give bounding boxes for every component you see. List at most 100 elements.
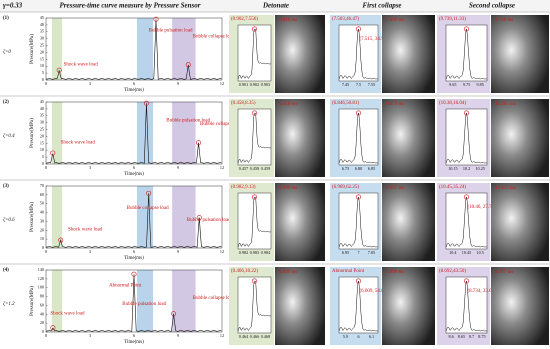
photo (382, 99, 435, 177)
y-tick-label: 10 (40, 147, 44, 152)
zoom-x-tick: 6.1 (369, 334, 374, 339)
photo (491, 267, 549, 345)
zoom-x-tick: 7.05 (368, 250, 375, 255)
peak-label: (8.692,43.50) (439, 269, 466, 274)
x-tick-label: 3 (89, 81, 91, 86)
y-tick-label: 40 (40, 106, 44, 111)
x-tick-label: 12 (220, 165, 224, 170)
y-axis-label: Pressure(MPa) (30, 202, 35, 232)
zoom-peak (355, 278, 361, 284)
x-axis-label: Time(ms) (124, 340, 144, 345)
zoom-peak (355, 194, 361, 200)
frame-time: 0.458 ms (279, 102, 297, 107)
frame-time: 6.874 ms (386, 102, 404, 107)
x-tick-label: 0 (45, 81, 47, 86)
zoom-frame (237, 276, 272, 334)
zoom-peak (463, 194, 469, 200)
zoom-x-tick: 10.2 (463, 166, 470, 171)
zoom-x-tick: 6 (357, 334, 359, 339)
photo (275, 15, 325, 93)
peak-label: (0.466,10.22) (231, 269, 258, 274)
zoom-peak (252, 194, 258, 200)
y-tick-label: 30 (40, 120, 44, 125)
zoom-frame (338, 24, 379, 82)
highlight-band (136, 270, 154, 332)
y-tick-label: 15 (40, 140, 44, 145)
zoom-x-tick: 6.95 (342, 250, 349, 255)
x-tick-label: 3 (89, 249, 91, 254)
zoom-x-tick: 0.901 (239, 82, 248, 87)
x-tick-label: 6 (133, 81, 135, 86)
y-tick-label: 50 (40, 201, 44, 206)
zoom-x-tick: 8.6 (449, 334, 454, 339)
zoom-curve (237, 280, 272, 332)
zeta-label: ζ=1.2 (3, 301, 15, 307)
pressure-curve (45, 274, 222, 332)
y-tick-label: 35 (40, 113, 44, 118)
peak-marker (196, 140, 202, 146)
zoom-x-tick: 9.75 (463, 82, 470, 87)
zoom-curve (338, 112, 379, 164)
plot-frame (45, 269, 223, 333)
load-note: Shock wave load (50, 312, 85, 317)
photo (275, 99, 325, 177)
frame-time: 9.748 ms (495, 18, 513, 23)
zoom-x-tick: 0.464 (239, 334, 249, 339)
zoom-x-tick: 7 (357, 250, 359, 255)
peak-label: (9.739,11.33) (439, 17, 466, 22)
peak-marker (143, 100, 149, 106)
zoom-curve (445, 280, 488, 332)
y-tick-label: 40 (40, 210, 44, 215)
y-tick-label: 10 (40, 236, 44, 241)
x-tick-label: 9 (177, 165, 179, 170)
zoom-x-tick: 0.982 (239, 250, 248, 255)
frame-time: 0.899 ms (279, 270, 297, 275)
y-tick-label: 45 (40, 15, 44, 20)
zoom-peak (463, 26, 469, 32)
peak-marker (131, 271, 137, 277)
plot-frame (45, 101, 223, 165)
pressure-curve (45, 103, 222, 164)
frame-time: 10.365 ms (495, 102, 516, 107)
zoom-curve (338, 196, 379, 248)
zoom-frame (445, 24, 488, 82)
zoom-frame (338, 108, 379, 166)
zoom-curve (237, 196, 272, 248)
zoom-curve (338, 28, 379, 80)
x-axis-label: Time(ms) (124, 172, 144, 177)
zoom-x-tick: 0.466 (250, 334, 259, 339)
zoom-x-tick: 0.457 (239, 166, 248, 171)
zoom-frame (445, 192, 488, 250)
y-tick-label: 25 (40, 43, 44, 48)
y-axis-label: Pressure(MPa) (30, 286, 35, 316)
zoom-frame (237, 108, 272, 166)
x-tick-label: 12 (220, 249, 224, 254)
pressure-curve (45, 193, 222, 248)
load-note: Bubble collapse load (127, 206, 169, 211)
frame-time: 0.916 ms (279, 18, 297, 23)
extra-label: (10.46, 27.76) (468, 205, 497, 210)
row-label: (4) (3, 268, 9, 273)
peak-label: (6.969,62.25) (332, 185, 359, 190)
zoom-peak (463, 110, 469, 116)
zoom-x-tick: 9.85 (477, 82, 484, 87)
zoom-frame (338, 276, 379, 334)
main-title: Pressure-time curve measure by Pressure … (60, 2, 201, 10)
x-tick-label: 6 (133, 249, 135, 254)
zoom-x-tick: 10.25 (475, 166, 484, 171)
peak-label: (0.982,9.13) (231, 185, 256, 190)
x-tick-label: 6 (133, 333, 135, 338)
zoom-frame (237, 24, 272, 82)
photo (491, 183, 549, 261)
peak-marker (196, 215, 202, 221)
x-tick-label: 0 (45, 165, 47, 170)
zoom-peak (252, 26, 258, 32)
zoom-x-tick: 8.65 (458, 334, 465, 339)
zoom-curve (445, 28, 488, 80)
peak-label: (10.38,16.04) (439, 101, 466, 106)
y-tick-label: 0 (42, 77, 44, 82)
peak-marker (171, 311, 177, 317)
zoom-x-tick: 8.75 (478, 334, 485, 339)
y-tick-label: 30 (40, 218, 44, 223)
